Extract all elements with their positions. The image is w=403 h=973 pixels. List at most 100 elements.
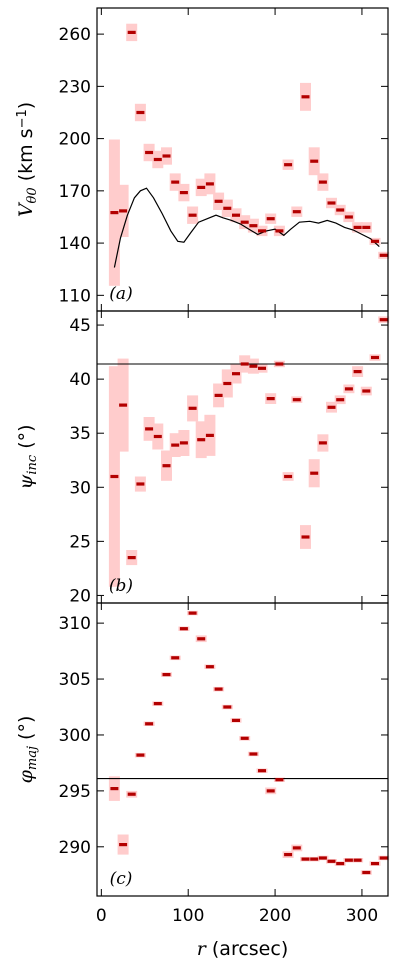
data-point <box>188 213 197 217</box>
panel-tag: (b) <box>109 576 133 596</box>
y-tick-label: 230 <box>59 77 91 97</box>
data-point <box>371 239 379 243</box>
data-point <box>353 858 362 862</box>
y-axis-subscript: θ0 <box>25 187 40 203</box>
data-point <box>145 427 154 431</box>
data-point <box>301 857 310 861</box>
y-axis-subscript: maj <box>25 746 40 770</box>
data-point <box>275 362 284 366</box>
plot-frame <box>96 602 389 897</box>
data-point <box>249 364 258 368</box>
y-axis-symbol: ψ <box>15 474 37 490</box>
data-point <box>249 224 258 228</box>
y-axis-symbol: φ <box>15 769 37 783</box>
data-point <box>110 474 119 479</box>
y-tick-label: 20 <box>69 586 91 606</box>
y-tick-label: 300 <box>59 726 91 746</box>
y-tick-label: 140 <box>59 234 91 254</box>
data-point <box>240 220 249 224</box>
data-point <box>214 199 223 203</box>
data-point <box>197 637 206 641</box>
data-point <box>353 225 362 229</box>
x-axis-label: r (arcsec) <box>197 938 288 960</box>
data-point <box>266 397 275 401</box>
data-point <box>232 213 240 217</box>
data-point <box>258 769 266 773</box>
data-point <box>344 387 353 391</box>
data-point <box>371 355 379 360</box>
data-point <box>301 95 310 99</box>
y-tick-label: 30 <box>69 478 91 498</box>
x-tick-label: 0 <box>96 906 107 926</box>
data-point <box>362 870 371 875</box>
data-point <box>127 556 136 560</box>
data-point <box>153 434 162 439</box>
data-point <box>232 372 240 376</box>
y-tick-label: 290 <box>59 838 91 858</box>
y-tick-label: 200 <box>59 130 91 150</box>
y-tick-label: 260 <box>59 25 91 45</box>
data-point <box>336 862 345 866</box>
panel-tag: (c) <box>110 869 133 889</box>
data-point <box>371 862 379 866</box>
data-point <box>153 702 162 706</box>
data-point <box>266 789 275 793</box>
panel-velocity: 110 140 170 200 230 260 (a) Vθ0 (km s−1) <box>15 7 390 312</box>
y-tick-label: 35 <box>69 424 91 444</box>
y-tick-label: 110 <box>59 286 91 306</box>
data-point <box>171 180 180 184</box>
data-point <box>205 182 214 186</box>
y-axis-unit-close: ) <box>15 102 37 109</box>
data-point <box>188 611 197 615</box>
data-point <box>284 163 293 167</box>
data-point <box>266 217 275 221</box>
data-point <box>258 366 266 370</box>
data-point <box>336 208 345 212</box>
data-point <box>362 389 371 393</box>
y-tick-label: 295 <box>59 782 91 802</box>
x-tick-label: 300 <box>346 906 378 926</box>
y-axis-label: ψinc (°) <box>15 424 40 489</box>
data-point <box>310 159 319 163</box>
data-point <box>223 705 232 709</box>
data-point <box>240 362 249 366</box>
panel-tag: (a) <box>109 284 132 304</box>
data-point <box>145 150 154 155</box>
data-point <box>205 665 214 669</box>
data-point <box>258 229 266 233</box>
data-point <box>318 180 327 184</box>
data-point <box>127 792 136 796</box>
data-point <box>327 405 336 409</box>
data-point <box>223 206 232 210</box>
y-axis-unit: (°) <box>15 716 37 746</box>
data-point <box>292 210 301 214</box>
data-point <box>249 752 258 756</box>
x-axis-unit: (arcsec) <box>206 938 288 960</box>
data-point <box>292 846 301 850</box>
data-point <box>179 191 188 195</box>
data-point <box>110 211 119 215</box>
data-point <box>284 853 293 857</box>
data-point <box>127 30 136 34</box>
data-point <box>318 441 327 445</box>
data-point <box>153 157 162 162</box>
y-axis-symbol: V <box>15 201 37 217</box>
data-point <box>310 471 319 475</box>
y-tick-label: 305 <box>59 670 91 690</box>
data-point <box>171 656 180 660</box>
y-tick-label: 310 <box>59 614 91 634</box>
y-tick-label: 45 <box>69 316 91 336</box>
data-point <box>136 110 145 115</box>
data-point <box>214 393 223 397</box>
data-point <box>197 185 206 189</box>
plot-frame <box>96 7 389 312</box>
data-point <box>188 406 197 410</box>
data-point <box>379 318 388 322</box>
data-point <box>136 482 145 486</box>
x-axis-symbol: r <box>197 938 208 960</box>
data-point <box>136 753 145 757</box>
data-point <box>119 843 128 847</box>
data-point <box>379 856 388 860</box>
data-point <box>145 722 154 726</box>
data-point <box>223 381 232 386</box>
